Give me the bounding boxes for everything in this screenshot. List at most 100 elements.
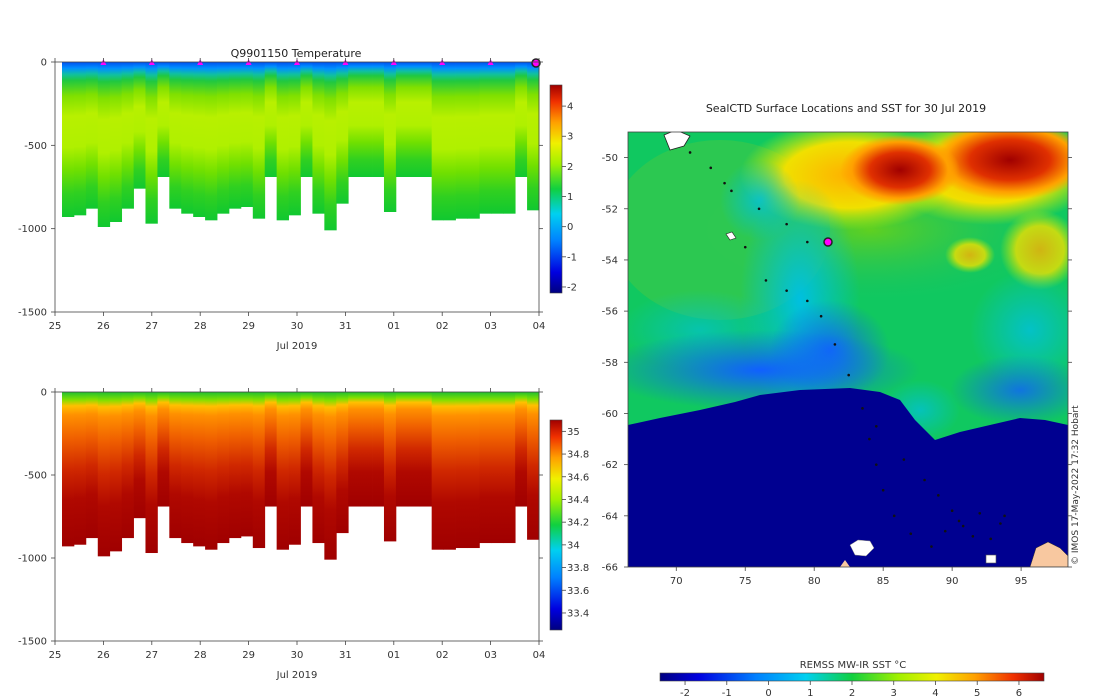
track-point [785, 222, 788, 226]
profile-column [395, 62, 409, 177]
track-point [961, 524, 965, 528]
colorbar-tick-label: -2 [680, 688, 690, 699]
salinity-colorbar [549, 419, 563, 631]
map-longitude-ticks: 70 75 80 85 90 95 [670, 567, 1027, 587]
profile-column [62, 62, 75, 217]
x-tick-label: 29 [242, 321, 255, 332]
profile-column [336, 392, 349, 534]
x-tick-label: 31 [339, 650, 352, 661]
profile-column [252, 62, 266, 219]
y-tick-label: -1500 [18, 637, 47, 648]
track-point [930, 545, 933, 548]
profile-column [73, 392, 87, 545]
lat-tick-label: -56 [602, 307, 618, 318]
track-point [847, 373, 850, 377]
track-point [937, 494, 940, 497]
colorbar-tick-label: -1 [567, 252, 577, 263]
lat-tick-label: -60 [602, 409, 618, 420]
profile-column [360, 392, 373, 507]
profile-column [503, 62, 516, 214]
colorbar-tick-label: -2 [567, 282, 577, 293]
lat-tick-label: -58 [602, 358, 618, 369]
profile-column [324, 392, 337, 560]
track-point [723, 181, 726, 185]
x-tick-label: 03 [484, 650, 497, 661]
profile-column [455, 62, 468, 219]
x-tick-label: 04 [533, 321, 546, 332]
salinity-x-ticks: 25 26 27 28 29 30 31 01 02 03 04 [49, 388, 545, 661]
colorbar-tick-label: 2 [567, 162, 573, 173]
colorbar-tick-label: 3 [891, 688, 897, 699]
profile-column [181, 392, 194, 544]
profile-column [264, 392, 278, 507]
profile-column [169, 62, 182, 209]
colorbar-tick-label: 5 [974, 688, 980, 699]
lon-tick-label: 85 [877, 576, 890, 587]
map-latitude-ticks: -50 -52 -54 -56 -58 -60 -62 -64 -66 [602, 153, 1072, 574]
profile-column [479, 62, 492, 214]
x-tick-label: 26 [97, 650, 110, 661]
profile-column [300, 392, 313, 507]
track-point [892, 514, 896, 518]
track-point [688, 151, 692, 154]
temperature-title: Q9901150 Temperature [231, 47, 362, 60]
x-tick-label: 03 [484, 321, 497, 332]
map-axes-frame [627, 131, 1069, 568]
profile-column [395, 392, 409, 507]
map-title: SealCTD Surface Locations and SST for 30… [706, 102, 986, 115]
colorbar-tick-label: 2 [849, 688, 855, 699]
profile-column [491, 392, 504, 544]
profile-column [443, 62, 456, 221]
profile-column [467, 62, 480, 219]
x-tick-label: 27 [145, 321, 158, 332]
x-tick-label: 28 [194, 650, 207, 661]
colorbar-tick-label: 0 [765, 688, 771, 699]
colorbar-tick-label: 6 [1016, 688, 1022, 699]
lat-tick-label: -54 [602, 255, 618, 266]
profile-column [157, 392, 170, 507]
track-point [730, 189, 733, 193]
profile-column [312, 392, 325, 544]
temperature-x-ticks: 25 26 27 28 29 30 31 01 02 03 04 [49, 58, 546, 332]
profile-column [515, 392, 528, 507]
temperature-colorbar-ticks: 4 3 2 1 0 -1 -2 [562, 102, 577, 293]
colorbar-tick-label: 33.8 [567, 563, 589, 574]
temperature-y-ticks: 0 -500 -1000 -1500 [18, 58, 543, 319]
land-patch [840, 560, 850, 567]
y-tick-label: -500 [24, 471, 47, 482]
latest-profile-marker [531, 58, 541, 68]
track-point [957, 519, 961, 523]
profile-column [479, 392, 492, 544]
ice-edge-region [628, 388, 1068, 567]
track-point [881, 488, 885, 492]
x-tick-label: 01 [387, 321, 400, 332]
sst-map-panel: SealCTD Surface Locations and SST for 30… [602, 102, 1081, 699]
profile-column [288, 62, 301, 216]
seal-track [688, 151, 1006, 548]
profile-column [217, 392, 230, 544]
colorbar-tick-label: 34.4 [567, 495, 589, 506]
x-tick-label: 31 [339, 321, 352, 332]
profile-column [276, 392, 289, 550]
colorbar-tick-label: 1 [567, 192, 573, 203]
profile-column [431, 392, 444, 550]
profile-column [97, 392, 111, 557]
profile-column [109, 392, 123, 552]
profile-column [169, 392, 182, 539]
temperature-profiles [62, 62, 540, 231]
profile-column [455, 392, 468, 549]
lon-tick-label: 70 [670, 576, 683, 587]
profile-column [193, 392, 206, 547]
track-point [989, 537, 993, 541]
track-point [923, 478, 926, 482]
land-patch [1029, 541, 1068, 567]
x-tick-label: 27 [145, 650, 158, 661]
profile-column [276, 62, 289, 221]
profile-column [372, 62, 385, 177]
x-tick-label: 25 [49, 321, 62, 332]
profile-column [217, 62, 230, 214]
imos-credit: © IMOS 17-May-2022 17:32 Hobart [1071, 405, 1081, 565]
track-point [1003, 514, 1006, 518]
track-point [806, 240, 809, 244]
profile-column [133, 62, 146, 189]
